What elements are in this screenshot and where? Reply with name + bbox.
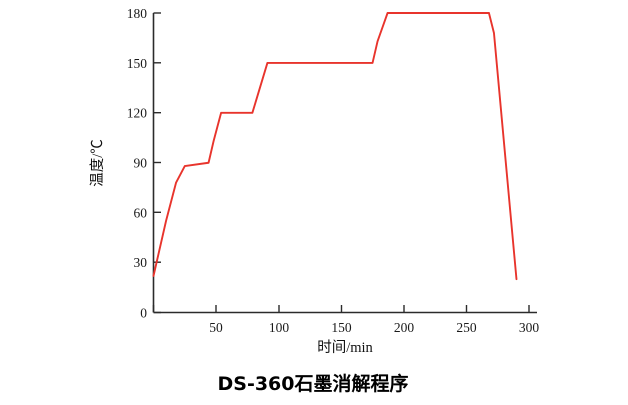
- y-axis-title: 温度/℃: [89, 139, 106, 187]
- x-tick-label: 150: [331, 320, 352, 335]
- y-tick-label: 120: [127, 106, 148, 121]
- x-tick-label: 50: [209, 320, 223, 335]
- figure-title: DS-360石墨消解程序: [217, 372, 408, 395]
- x-tick-label: 100: [269, 320, 290, 335]
- y-axis-ticks: [153, 12, 161, 314]
- y-tick-label: 90: [134, 156, 148, 171]
- x-axis-title: 时间/min: [317, 339, 373, 356]
- y-tick-label: 180: [127, 6, 148, 21]
- y-tick-label: 30: [134, 255, 148, 270]
- x-tick-label: 300: [519, 320, 540, 335]
- y-tick-label: 60: [134, 205, 148, 220]
- x-axis-tick-labels: 50 100 150 200 250 300: [209, 320, 539, 335]
- x-axis-ticks: [152, 305, 530, 313]
- y-axis-tick-labels: 180 150 120 90 60 30 0: [127, 6, 148, 321]
- temperature-program-line: [152, 12, 518, 281]
- x-tick-label: 250: [456, 320, 477, 335]
- y-tick-label: 0: [140, 306, 147, 321]
- x-tick-label: 200: [394, 320, 415, 335]
- y-tick-label: 150: [127, 56, 148, 71]
